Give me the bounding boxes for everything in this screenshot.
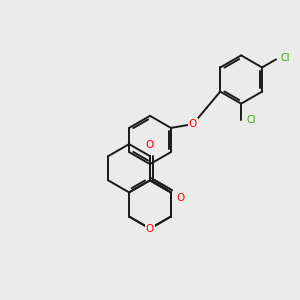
Text: O: O xyxy=(176,193,185,203)
Text: O: O xyxy=(146,224,154,234)
Text: Cl: Cl xyxy=(247,115,256,125)
Text: O: O xyxy=(146,140,154,150)
Text: Cl: Cl xyxy=(280,53,290,63)
Text: O: O xyxy=(189,119,197,129)
